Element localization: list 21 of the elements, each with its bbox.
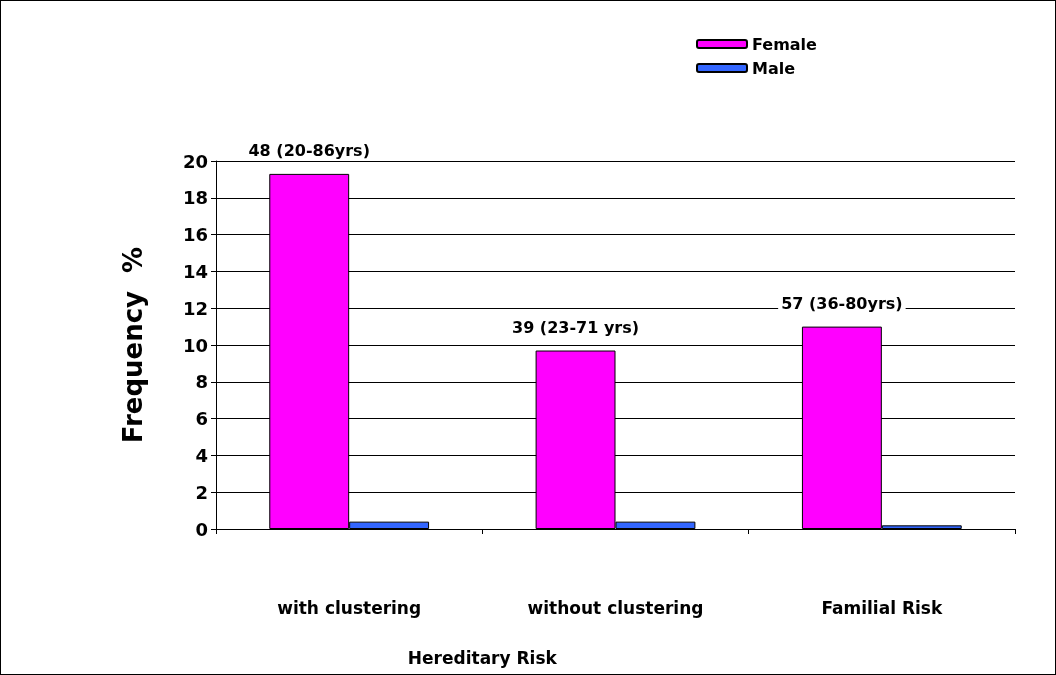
x-tick-label: with clustering — [277, 597, 422, 618]
x-tick-label: Familial Risk — [821, 597, 943, 618]
legend-label: Male — [752, 58, 796, 78]
y-tick-label: 12 — [182, 297, 208, 319]
y-tick-label: 6 — [195, 408, 208, 430]
y-tick-label: 4 — [195, 444, 208, 466]
x-tick-label: without clustering — [527, 597, 704, 618]
y-tick-label: 0 — [195, 518, 208, 540]
y-tick-label: 2 — [195, 481, 208, 503]
y-tick-label: 18 — [182, 187, 208, 209]
annotation: 39 (23-71 yrs) — [512, 318, 640, 338]
y-tick-label: 14 — [182, 260, 208, 282]
y-axis-title: Frequency % — [118, 246, 148, 444]
annotation: 48 (20-86yrs) — [248, 141, 370, 161]
text: Hereditary Risk — [407, 647, 558, 668]
y-tick-label: 10 — [182, 334, 208, 356]
y-tick-label: 16 — [182, 224, 208, 246]
y-tick-label: 20 — [182, 150, 208, 172]
legend-label: Female — [752, 34, 818, 54]
annotation: 57 (36-80yrs) — [781, 294, 903, 314]
y-tick-label: 8 — [195, 371, 208, 393]
